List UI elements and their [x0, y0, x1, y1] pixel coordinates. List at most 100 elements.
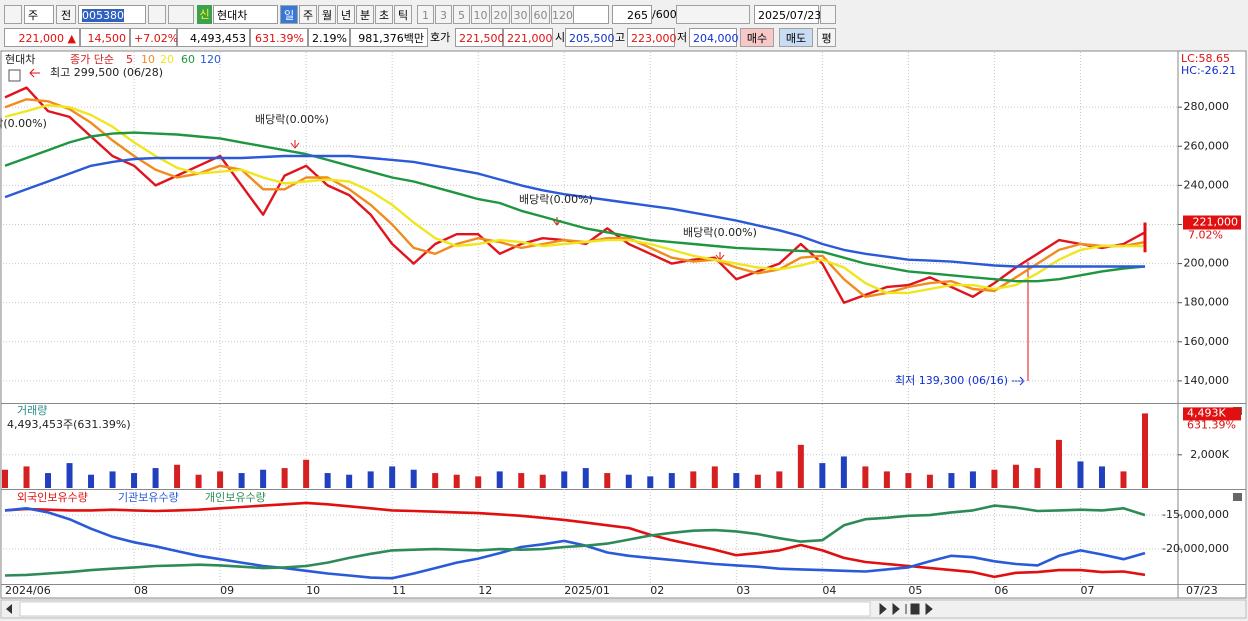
volume-bar [174, 464, 181, 488]
x-tick-label: 2024/06 [5, 584, 51, 597]
last-change: 7.02% [1188, 229, 1223, 242]
count: 265 [612, 5, 652, 24]
eval-button[interactable]: 평 [817, 28, 836, 47]
legend-entry: 기관보유수량 [118, 491, 179, 504]
period-select[interactable]: 주 [24, 5, 54, 24]
interval-button[interactable]: 3 [435, 5, 452, 24]
tool-icons[interactable] [676, 5, 750, 24]
bid: 221,000 [503, 28, 553, 47]
prev-button[interactable]: 전 [56, 5, 76, 24]
volume-bar [367, 471, 374, 488]
chart-frame [0, 50, 1247, 599]
volume-bar [582, 468, 589, 488]
high-arrow [29, 68, 40, 78]
volume-bar [131, 473, 138, 488]
scroll-buttons[interactable] [879, 602, 933, 616]
annotation: 배당락(0.00%) [0, 117, 47, 130]
period-tab[interactable]: 월 [318, 5, 336, 24]
volume-bar [2, 469, 8, 488]
scroll-left[interactable] [6, 604, 12, 614]
volume-bar [1034, 468, 1041, 488]
period-tab[interactable]: 분 [356, 5, 374, 24]
panel-title: 거래량 [17, 404, 47, 417]
y-tick-label: -15,000,000 [1162, 508, 1229, 521]
interval-button[interactable]: 60 [531, 5, 550, 24]
period-tab[interactable]: 일 [280, 5, 298, 24]
y-tick-label: -20,000,000 [1162, 542, 1229, 555]
legend-entry: 60 [181, 53, 195, 66]
scroll-track[interactable] [19, 601, 871, 617]
x-tick-label: 11 [392, 584, 406, 597]
menu-icon[interactable] [4, 5, 22, 24]
volume-bar [152, 468, 159, 488]
code-input[interactable]: 005380 [78, 5, 146, 24]
volume-bar [1012, 464, 1019, 488]
x-tick-label: 2025/01 [564, 584, 610, 597]
legend-entry: 5 [126, 53, 133, 66]
x-tick-label: 04 [822, 584, 836, 597]
interval-button[interactable]: 5 [453, 5, 470, 24]
turnover: 2.19% [308, 28, 350, 47]
dropdown[interactable] [573, 5, 609, 24]
panel-subtitle: 4,493,453주(631.39%) [7, 418, 131, 431]
sell-button[interactable]: 매도 [779, 28, 813, 47]
volume-bar [88, 474, 95, 488]
x-tick-label: 05 [908, 584, 922, 597]
chart-title: 현대차 [5, 53, 35, 66]
period-tab[interactable]: 년 [337, 5, 355, 24]
period-tab[interactable]: 틱 [394, 5, 412, 24]
volume-bar [862, 466, 869, 488]
volume-bar [45, 473, 52, 488]
series-line [4, 154, 1145, 268]
volume-bar [496, 471, 503, 488]
volume-bar [389, 466, 396, 488]
interval-button[interactable]: 10 [471, 5, 490, 24]
volume-bar [346, 474, 353, 488]
volume-bar [668, 473, 675, 488]
volume-bar [1055, 439, 1062, 488]
volume-bar [432, 473, 439, 488]
legend-entry: 외국인보유수량 [17, 491, 88, 504]
y-tick-label: 180,000 [1184, 296, 1230, 309]
date[interactable]: 2025/07/23 [754, 5, 821, 24]
volume-bar [883, 471, 890, 488]
interval-button[interactable]: 120 [551, 5, 574, 24]
calendar-icon[interactable] [820, 5, 836, 24]
series-line [4, 131, 1146, 283]
volume-bar [690, 471, 697, 488]
series-line [4, 104, 1145, 295]
search-icon[interactable] [148, 5, 166, 24]
price: 221,000 ▲ [4, 28, 80, 47]
volume-bar [324, 473, 331, 488]
x-tick-label: 02 [650, 584, 664, 597]
volume-bar [733, 473, 740, 488]
volume-bar [260, 469, 267, 488]
annotation: 최저 139,300 (06/16) [895, 374, 1008, 387]
y-tick-label: 140,000 [1184, 374, 1230, 387]
buy-button[interactable]: 매수 [740, 28, 774, 47]
interval-button[interactable]: 20 [491, 5, 510, 24]
x-tick-label: 06 [994, 584, 1008, 597]
volume-bar [475, 476, 482, 488]
series-line [4, 501, 1146, 579]
volume: 4,493,453 [177, 28, 250, 47]
volume-bar [1077, 461, 1084, 488]
stock-name: 현대차 [213, 5, 278, 24]
volume-bar [539, 474, 546, 488]
volume-bar [905, 473, 912, 488]
volume-bar [453, 474, 460, 488]
panel-icon [1233, 493, 1242, 501]
x-tick-label: 08 [134, 584, 148, 597]
period-tab[interactable]: 주 [299, 5, 317, 24]
period-tab[interactable]: 초 [375, 5, 393, 24]
last-volume-label: 4,493K [1187, 406, 1226, 419]
interval-button[interactable]: 1 [417, 5, 434, 24]
interval-button[interactable]: 30 [511, 5, 530, 24]
x-tick-label: 10 [306, 584, 320, 597]
volume-bar [625, 474, 632, 488]
sound-icon[interactable] [168, 5, 194, 24]
volume-bar [518, 473, 525, 488]
panel-icon [8, 69, 21, 82]
volume-bar [281, 468, 288, 488]
